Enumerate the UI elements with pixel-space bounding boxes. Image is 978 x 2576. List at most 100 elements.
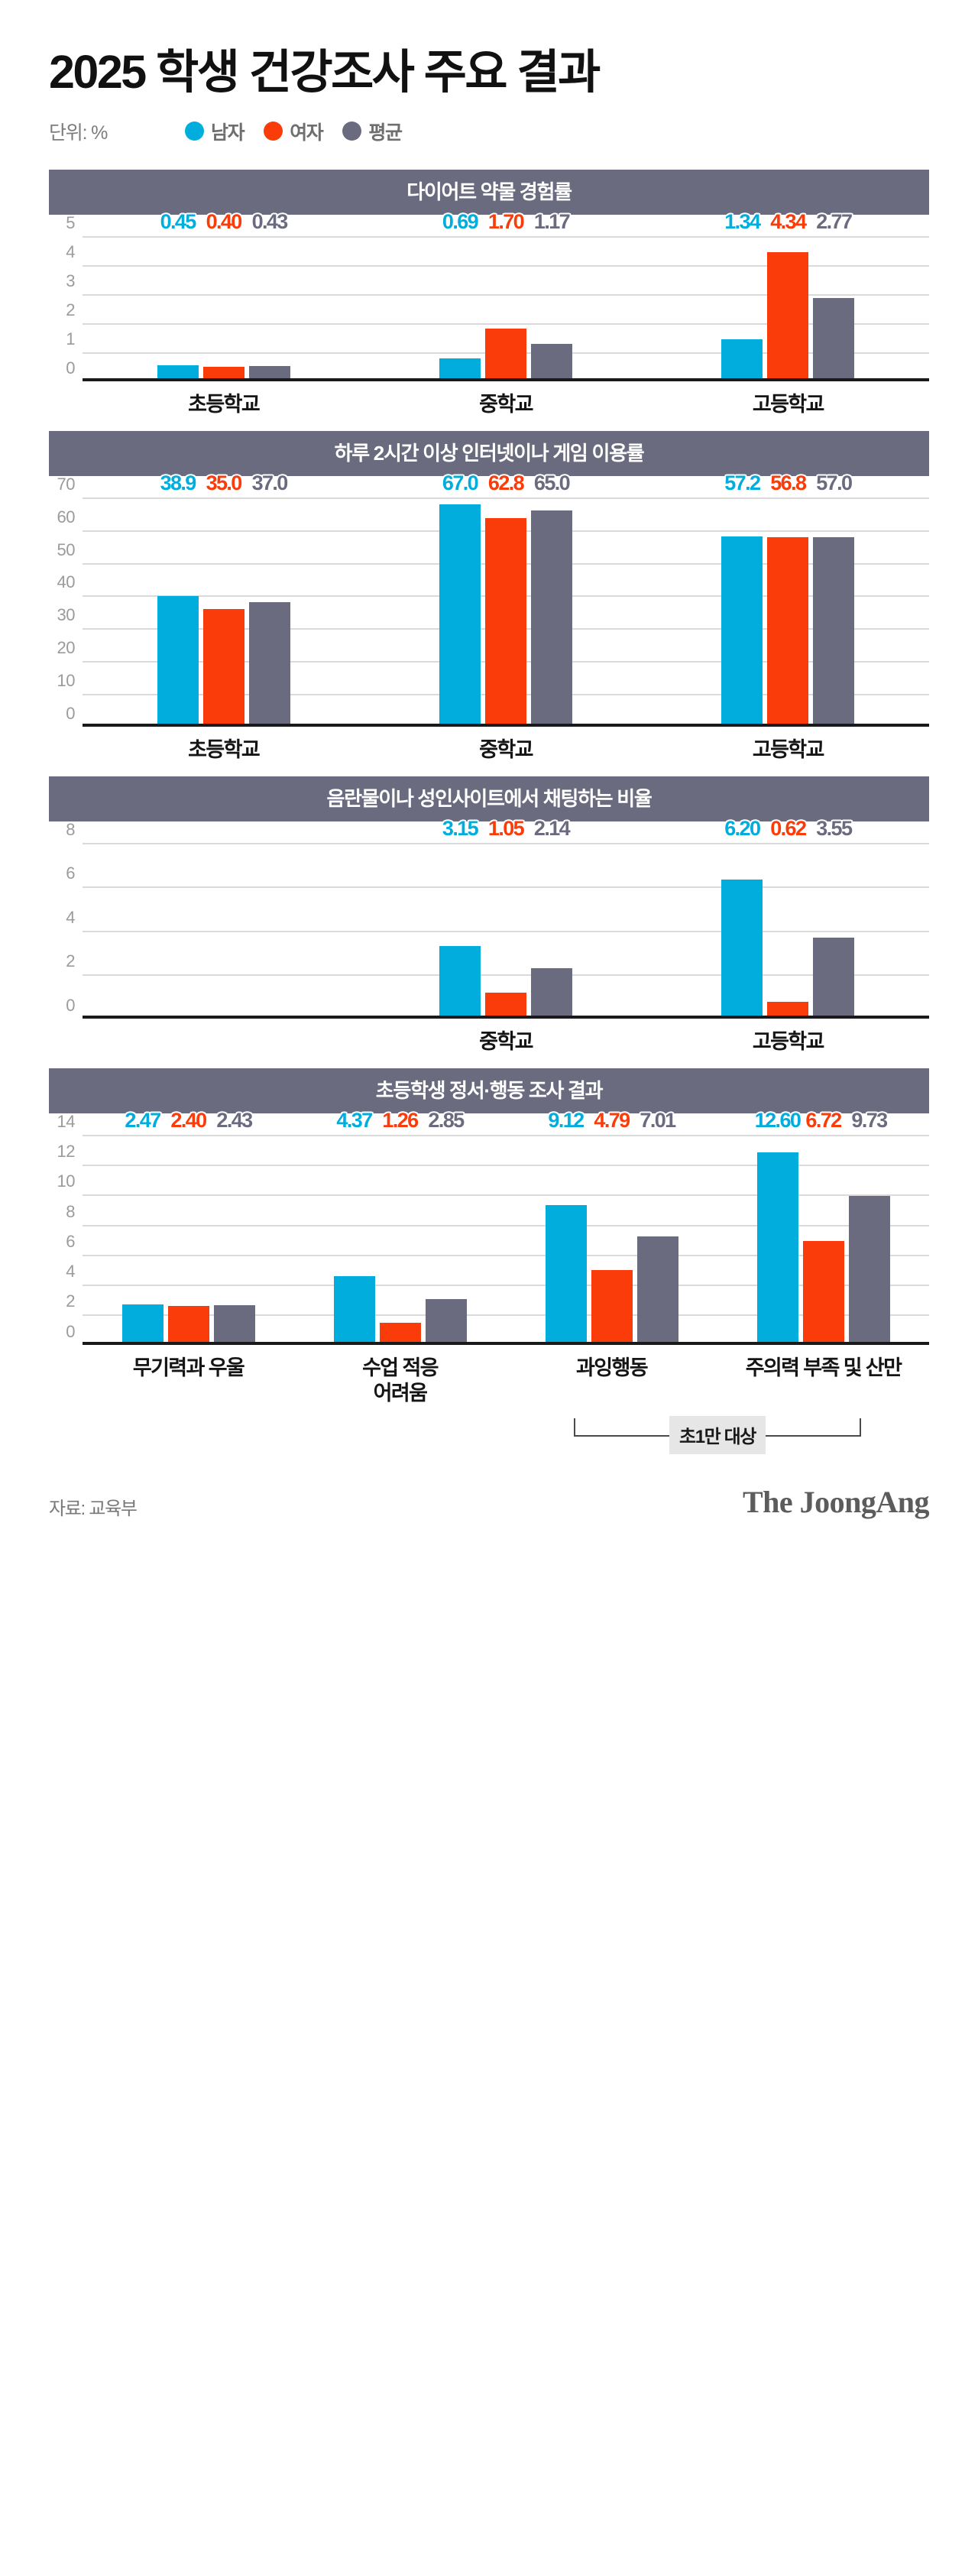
bar: 4.37 xyxy=(333,1109,375,1342)
chart-title: 초등학생 정서·행동 조사 결과 xyxy=(49,1068,929,1113)
bar-value-label: 0.43 xyxy=(251,209,289,233)
bar-value-label: 37.0 xyxy=(251,471,289,494)
x-axis-label: 고등학교 xyxy=(752,392,825,416)
bar-value-label: 0.69 xyxy=(442,209,479,233)
y-axis-tick: 20 xyxy=(57,638,76,658)
legend-dot-icon xyxy=(264,122,283,141)
bracket-spacer xyxy=(83,1409,294,1452)
bar: 1.05 xyxy=(484,817,526,1016)
bar-slot xyxy=(203,843,244,1016)
bar-slot xyxy=(249,843,290,1016)
y-axis-tick: 14 xyxy=(57,1111,76,1131)
x-axis-labels: 무기력과 우울 수업 적응 어려움 과잉행동 주의력 부족 및 산만 xyxy=(83,1356,929,1406)
bar-groups: 0.45 0.40 0.43 0.69 1.70 1.17 1.34 4.34 2.77 xyxy=(83,210,929,378)
y-axis-tick: 8 xyxy=(66,819,75,839)
bar: 3.55 xyxy=(813,817,855,1016)
x-axis-label: 무기력과 우울 xyxy=(132,1356,245,1379)
bar-value-label: 35.0 xyxy=(206,471,243,494)
bar-value-label: 57.0 xyxy=(816,471,853,494)
bar: 12.60 xyxy=(755,1109,802,1342)
bar-slot: 0.40 xyxy=(202,210,244,378)
bar-slot: 57.0 xyxy=(813,471,855,724)
bar: 0.69 xyxy=(439,210,481,378)
bar-value-label: 4.79 xyxy=(594,1108,630,1132)
bar-slot: 35.0 xyxy=(202,471,244,724)
gridline xyxy=(83,1194,929,1197)
legend: 단위: % 남자 여자 평균 xyxy=(49,118,929,145)
gridline xyxy=(83,1134,929,1136)
bar-slot: 4.34 xyxy=(767,210,809,378)
chart-block-2: 음란물이나 성인사이트에서 채팅하는 비율 0 2 4 6 8 3.15 1.05 2.14 6.… xyxy=(49,776,929,1055)
bar-groups: 38.9 35.0 37.0 67.0 62.8 65.0 57.2 56.8 57.0 xyxy=(83,471,929,724)
y-axis-tick: 2 xyxy=(66,300,75,319)
bar-slot: 67.0 xyxy=(439,471,481,724)
gridline xyxy=(83,497,929,499)
gridline xyxy=(83,886,929,889)
bar-slot: 1.34 xyxy=(721,210,763,378)
bar-value-label: 1.26 xyxy=(382,1108,419,1132)
bar-slot: 1.05 xyxy=(484,817,526,1016)
y-axis-tick: 4 xyxy=(66,907,75,927)
y-axis-tick: 8 xyxy=(66,1201,75,1221)
x-axis-label: 초등학교 xyxy=(188,392,261,416)
bar: 3.15 xyxy=(439,817,481,1016)
legend-items: 남자 여자 평균 xyxy=(185,118,403,145)
bar: 38.9 xyxy=(157,471,199,724)
bar: 1.34 xyxy=(721,210,763,378)
bar-groups: 3.15 1.05 2.14 6.20 0.62 3.55 xyxy=(83,817,929,1016)
chart-title: 다이어트 약물 경험률 xyxy=(49,169,929,215)
bar: 6.20 xyxy=(721,817,763,1016)
bar-group xyxy=(83,843,364,1016)
gridline xyxy=(83,1314,929,1317)
bar-value-label: 3.55 xyxy=(816,816,853,840)
plot-area: 0 2 4 6 8 10 12 14 2.47 2.40 2.43 4.37 1.26 2.85 9.12 4… xyxy=(49,1109,929,1345)
chart-block-1: 하루 2시간 이상 인터넷이나 게임 이용률 0 10 20 30 40 50 60 70 38.… xyxy=(49,430,929,763)
bar-slot: 9.12 xyxy=(545,1109,587,1342)
y-axis-tick: 0 xyxy=(66,995,75,1015)
gridline xyxy=(83,1164,929,1166)
bar-slot: 62.8 xyxy=(484,471,526,724)
x-axis-labels: 초등학교 중학교 고등학교 xyxy=(83,737,929,763)
plot-area: 0 2 4 6 8 3.15 1.05 2.14 6.20 0.62 3.55 xyxy=(49,817,929,1019)
gridline xyxy=(83,1224,929,1226)
bar-value-label: 67.0 xyxy=(442,471,479,494)
x-axis-labels: 초등학교 중학교 고등학교 xyxy=(83,392,929,417)
bar: 2.40 xyxy=(167,1109,209,1342)
bar: 57.0 xyxy=(813,471,855,724)
legend-item-label: 남자 xyxy=(211,122,245,144)
bar-value-label: 2.40 xyxy=(170,1108,207,1132)
bar-group: 67.0 62.8 65.0 xyxy=(364,471,646,724)
bar: 2.85 xyxy=(425,1109,467,1342)
chart-block-0: 다이어트 약물 경험률 0 1 2 3 4 5 0.45 0.40 0.43 0.69 1.70 1.1… xyxy=(49,169,929,417)
bar: 0.40 xyxy=(202,210,244,378)
y-axis-tick: 2 xyxy=(66,951,75,971)
bar-value-label: 9.73 xyxy=(851,1108,888,1132)
bar-value-label: 6.20 xyxy=(724,816,761,840)
gridline xyxy=(83,322,929,325)
bar-slot: 56.8 xyxy=(767,471,809,724)
gridline xyxy=(83,293,929,296)
x-axis-label: 초등학교 xyxy=(188,737,261,761)
plot: 0 2 4 6 8 10 12 14 2.47 2.40 2.43 4.37 1.26 2.85 9.12 4… xyxy=(57,1109,929,1345)
bar-slot: 1.70 xyxy=(484,210,526,378)
bar: 4.79 xyxy=(591,1109,633,1342)
chart-title: 음란물이나 성인사이트에서 채팅하는 비율 xyxy=(49,776,929,821)
gridline xyxy=(83,235,929,238)
unit-label: 단위: % xyxy=(49,122,108,144)
bar-slot: 0.43 xyxy=(248,210,290,378)
chart-title: 하루 2시간 이상 인터넷이나 게임 이용률 xyxy=(49,430,929,476)
charts-container: 다이어트 약물 경험률 0 1 2 3 4 5 0.45 0.40 0.43 0.69 1.70 1.1… xyxy=(49,169,929,1454)
bar: 4.34 xyxy=(767,210,809,378)
bar-slot: 12.60 xyxy=(755,1109,802,1342)
bar-slot: 4.37 xyxy=(333,1109,375,1342)
legend-dot-icon xyxy=(185,122,204,141)
bar: 2.77 xyxy=(813,210,855,378)
y-axis-tick: 50 xyxy=(57,540,76,559)
y-axis-tick: 6 xyxy=(66,1231,75,1251)
bar-value-label: 3.15 xyxy=(442,816,479,840)
x-axis-label xyxy=(83,1029,364,1055)
bar-slot: 3.55 xyxy=(813,817,855,1016)
y-axis-tick: 70 xyxy=(57,474,76,494)
source-label: 자료: 교육부 xyxy=(49,1498,138,1519)
x-axis-labels: 중학교 고등학교 xyxy=(83,1029,929,1055)
